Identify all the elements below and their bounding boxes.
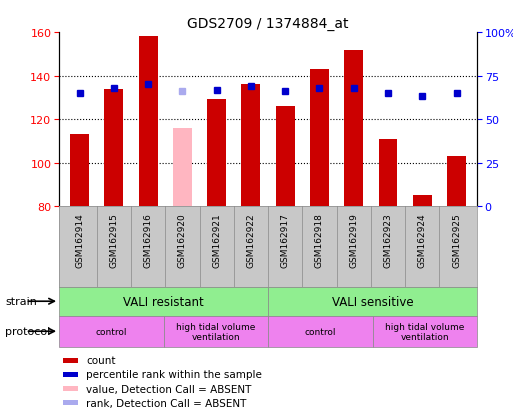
Bar: [164, 316, 268, 347]
Bar: [59, 316, 164, 347]
Text: rank, Detection Call = ABSENT: rank, Detection Call = ABSENT: [86, 398, 247, 408]
Text: count: count: [86, 356, 115, 366]
Bar: [276, 107, 294, 206]
Text: GSM162920: GSM162920: [178, 213, 187, 268]
Bar: [63, 372, 78, 377]
Bar: [242, 85, 260, 206]
Text: GSM162923: GSM162923: [384, 213, 392, 268]
Text: GSM162921: GSM162921: [212, 213, 221, 268]
Text: GSM162916: GSM162916: [144, 213, 152, 268]
Bar: [139, 37, 157, 206]
Bar: [344, 50, 363, 206]
Text: GSM162925: GSM162925: [452, 213, 461, 268]
Bar: [413, 196, 431, 206]
Text: GSM162919: GSM162919: [349, 213, 358, 268]
Bar: [70, 135, 89, 206]
Bar: [63, 400, 78, 405]
Text: protocol: protocol: [5, 327, 50, 337]
Bar: [310, 70, 329, 206]
Text: GSM162922: GSM162922: [246, 213, 255, 268]
Text: GSM162914: GSM162914: [75, 213, 84, 268]
Title: GDS2709 / 1374884_at: GDS2709 / 1374884_at: [187, 17, 349, 31]
Bar: [63, 386, 78, 391]
Bar: [447, 157, 466, 206]
Text: VALI resistant: VALI resistant: [123, 295, 204, 308]
Bar: [268, 316, 372, 347]
Bar: [63, 358, 78, 363]
Text: high tidal volume
ventilation: high tidal volume ventilation: [385, 322, 464, 341]
Text: GSM162924: GSM162924: [418, 213, 427, 268]
Bar: [59, 287, 268, 316]
Text: GSM162918: GSM162918: [315, 213, 324, 268]
Bar: [173, 128, 192, 206]
Bar: [268, 287, 477, 316]
Text: GSM162915: GSM162915: [109, 213, 119, 268]
Bar: [105, 89, 123, 206]
Text: control: control: [95, 327, 127, 336]
Text: value, Detection Call = ABSENT: value, Detection Call = ABSENT: [86, 384, 251, 394]
Bar: [379, 139, 398, 206]
Bar: [372, 316, 477, 347]
Bar: [207, 100, 226, 206]
Text: high tidal volume
ventilation: high tidal volume ventilation: [176, 322, 255, 341]
Text: GSM162917: GSM162917: [281, 213, 290, 268]
Text: strain: strain: [5, 297, 37, 306]
Text: VALI sensitive: VALI sensitive: [332, 295, 413, 308]
Text: control: control: [305, 327, 336, 336]
Text: percentile rank within the sample: percentile rank within the sample: [86, 370, 262, 380]
